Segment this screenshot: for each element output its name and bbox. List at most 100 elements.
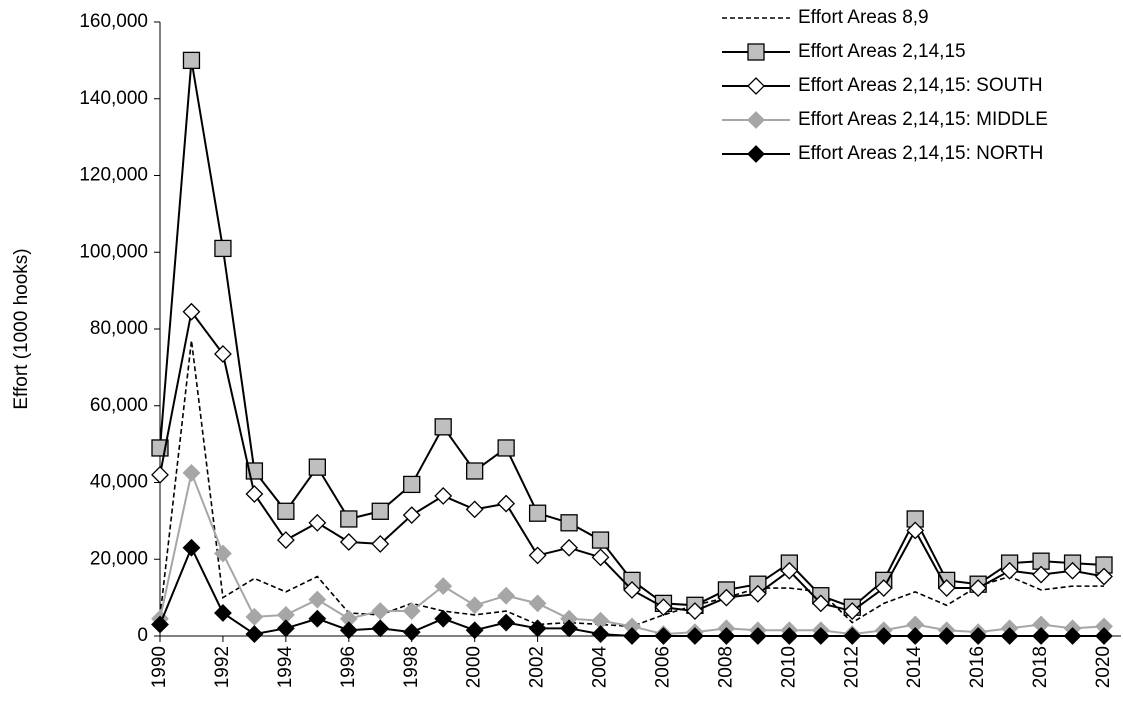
series-line (159, 469, 1105, 636)
marker (151, 465, 169, 484)
marker (182, 302, 201, 321)
marker (686, 627, 704, 645)
x-tick-label: 2006 (652, 646, 673, 688)
marker (308, 513, 327, 532)
marker (623, 581, 641, 599)
marker (969, 579, 988, 597)
marker (402, 602, 421, 620)
marker (1032, 565, 1050, 584)
marker (339, 621, 358, 640)
marker (717, 588, 736, 607)
marker (1095, 627, 1113, 645)
marker (780, 627, 799, 645)
x-tick-label: 2008 (715, 646, 736, 688)
marker (245, 625, 264, 644)
marker (780, 561, 799, 580)
marker (276, 619, 295, 638)
y-tick-label: 20,000 (90, 548, 148, 569)
marker (1000, 627, 1019, 645)
marker (747, 145, 765, 163)
marker (528, 546, 547, 565)
x-tick-label: 2004 (590, 646, 611, 689)
x-tick-label: 1992 (212, 646, 233, 688)
legend-label: Effort Areas 2,14,15 (798, 41, 966, 62)
y-tick-label: 40,000 (90, 472, 148, 493)
y-tick-label: 60,000 (90, 395, 148, 416)
series-line (159, 309, 1105, 613)
marker (245, 485, 264, 503)
x-tick-label: 2014 (904, 646, 925, 689)
legend-label: Effort Areas 2,14,15: MIDDLE (798, 109, 1048, 130)
y-tick-label: 80,000 (90, 318, 148, 339)
marker (339, 533, 358, 551)
marker (1000, 561, 1019, 580)
marker (811, 594, 830, 613)
marker (497, 586, 516, 605)
marker (591, 548, 610, 567)
marker (747, 77, 765, 95)
marker (151, 615, 169, 634)
marker (497, 613, 516, 632)
marker (1095, 567, 1113, 586)
marker (1032, 627, 1050, 645)
marker (371, 502, 389, 520)
marker (747, 111, 765, 129)
marker (276, 531, 295, 549)
marker (874, 627, 893, 645)
marker (214, 345, 232, 363)
x-tick-label: 2010 (778, 646, 799, 688)
marker (497, 439, 515, 457)
marker (528, 504, 547, 522)
x-tick-label: 1996 (338, 646, 359, 688)
y-tick-label: 120,000 (79, 165, 148, 186)
marker (560, 538, 578, 557)
legend-label: Effort Areas 2,14,15: NORTH (798, 143, 1043, 164)
x-tick-label: 2018 (1030, 646, 1051, 688)
marker (654, 627, 673, 645)
marker (748, 584, 767, 603)
marker (591, 625, 610, 644)
y-tick-label: 160,000 (79, 11, 148, 32)
marker (497, 494, 516, 513)
marker (277, 502, 295, 520)
marker (747, 43, 765, 61)
marker (371, 619, 390, 638)
marker (434, 609, 453, 628)
marker (623, 627, 641, 645)
marker (937, 627, 956, 645)
x-tick-label: 2002 (527, 646, 548, 688)
x-tick-label: 2016 (967, 646, 988, 688)
marker (214, 544, 232, 563)
x-tick-label: 1998 (401, 646, 422, 688)
marker (1063, 627, 1082, 645)
marker (969, 627, 988, 645)
marker (717, 627, 736, 645)
marker (214, 239, 232, 258)
marker (811, 627, 830, 645)
marker (214, 604, 232, 622)
marker (560, 514, 578, 532)
y-tick-label: 140,000 (79, 88, 148, 109)
marker (402, 506, 421, 525)
marker (371, 602, 390, 620)
y-axis-label: Effort (1000 hooks) (11, 248, 32, 409)
marker (906, 521, 925, 540)
marker (182, 463, 201, 482)
marker (843, 602, 862, 620)
marker (465, 621, 484, 640)
marker (906, 627, 925, 645)
marker (308, 590, 327, 609)
marker (340, 510, 358, 528)
marker (434, 577, 453, 596)
x-tick-label: 1990 (149, 646, 170, 688)
x-tick-label: 2000 (464, 646, 485, 688)
marker (402, 623, 421, 642)
marker (465, 596, 484, 615)
marker (528, 594, 547, 613)
marker (245, 607, 264, 626)
marker (874, 579, 893, 597)
marker (308, 609, 327, 628)
marker (686, 602, 704, 620)
legend-label: Effort Areas 2,14,15: SOUTH (798, 75, 1043, 96)
